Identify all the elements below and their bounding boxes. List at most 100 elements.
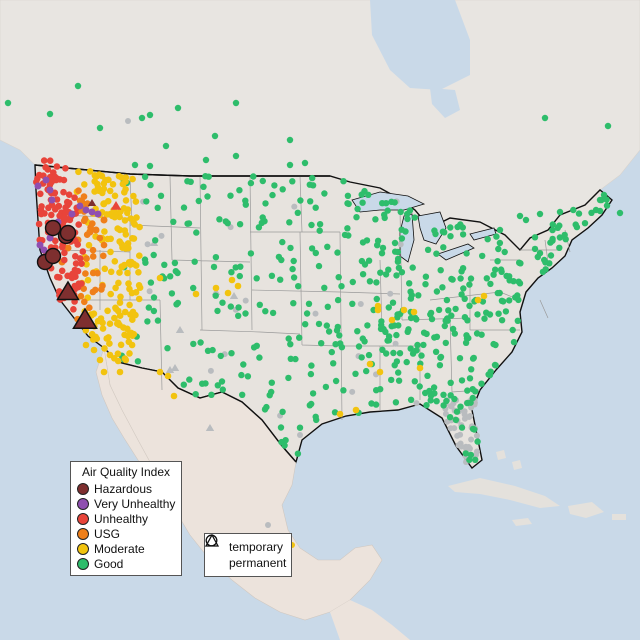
good-monitor xyxy=(282,437,289,444)
moderate-monitor xyxy=(212,284,220,292)
unhealthy-monitor xyxy=(74,283,82,291)
good-monitor xyxy=(398,235,406,242)
grey-monitor xyxy=(457,431,464,438)
good-monitor xyxy=(192,391,199,398)
good-monitor xyxy=(286,161,294,169)
good-monitor xyxy=(472,456,479,463)
grey-monitor xyxy=(387,290,394,297)
usg-monitor xyxy=(99,282,106,290)
moderate-monitor xyxy=(128,289,136,297)
good-monitor xyxy=(390,349,397,357)
good-monitor xyxy=(239,391,246,398)
good-monitor xyxy=(600,191,608,199)
unhealthy-monitor xyxy=(48,211,55,219)
good-monitor xyxy=(502,308,510,315)
good-monitor xyxy=(556,208,564,216)
good-monitor xyxy=(138,114,146,122)
good-monitor xyxy=(404,215,411,223)
moderate-monitor xyxy=(135,295,143,303)
very-unhealthy-monitor xyxy=(76,202,84,210)
good-monitor xyxy=(147,279,155,286)
moderate-monitor xyxy=(156,368,164,376)
good-monitor xyxy=(290,274,298,281)
good-monitor xyxy=(463,250,470,257)
moderate-monitor xyxy=(83,261,90,268)
hazardous-temporary-monitor xyxy=(44,219,62,237)
good-monitor xyxy=(536,210,544,218)
moderate-monitor xyxy=(376,368,384,376)
moderate-monitor xyxy=(352,406,360,414)
usg-monitor xyxy=(89,269,97,277)
grey-monitor xyxy=(397,241,404,248)
good-monitor xyxy=(420,341,427,349)
unhealthy-monitor xyxy=(56,274,63,281)
usg-monitor xyxy=(89,246,97,254)
unhealthy-monitor xyxy=(58,267,66,275)
good-monitor xyxy=(141,173,149,180)
moderate-monitor xyxy=(136,223,143,231)
good-monitor xyxy=(403,358,410,366)
good-monitor xyxy=(458,291,465,298)
moderate-monitor xyxy=(100,368,108,376)
good-monitor xyxy=(334,249,341,256)
good-monitor xyxy=(154,317,162,324)
good-monitor xyxy=(144,318,151,325)
very-unhealthy-monitor xyxy=(42,176,50,184)
moderate-monitor xyxy=(111,213,119,221)
good-monitor xyxy=(393,331,400,339)
moderate-monitor xyxy=(114,357,122,365)
good-monitor xyxy=(157,192,165,199)
lake-erie xyxy=(437,243,475,261)
grey-monitor xyxy=(349,388,356,395)
good-monitor xyxy=(495,310,502,317)
moderate-monitor xyxy=(116,238,123,245)
good-monitor xyxy=(490,340,497,348)
good-monitor xyxy=(500,298,507,305)
good-monitor xyxy=(195,197,202,205)
moderate-monitor xyxy=(120,324,127,331)
good-monitor xyxy=(235,312,242,319)
good-monitor xyxy=(509,326,516,334)
moderate-monitor xyxy=(135,269,142,276)
good-monitor xyxy=(340,178,347,185)
good-monitor xyxy=(227,192,234,199)
moderate-monitor xyxy=(132,198,140,205)
legend-item-moderate: Moderate xyxy=(71,541,181,556)
usg-monitor xyxy=(75,187,82,194)
unhealthy-monitor xyxy=(54,203,62,210)
very-unhealthy-monitor xyxy=(36,241,44,249)
grey-permanent-monitor xyxy=(165,366,175,373)
good-monitor xyxy=(323,322,330,329)
good-monitor xyxy=(439,284,446,291)
good-monitor xyxy=(422,273,430,280)
moderate-monitor xyxy=(111,258,119,265)
unhealthy-monitor xyxy=(62,209,70,216)
good-monitor xyxy=(479,298,487,305)
grey-permanent-monitor xyxy=(205,424,215,431)
good-monitor xyxy=(487,368,494,375)
hazardous-monitors-layer xyxy=(36,199,122,329)
good-monitor xyxy=(211,132,219,140)
good-monitor xyxy=(332,377,340,385)
good-monitor xyxy=(247,179,255,187)
good-monitor xyxy=(218,378,226,385)
good-monitor xyxy=(423,402,430,409)
good-monitor xyxy=(447,224,454,231)
good-monitor xyxy=(250,173,257,180)
moderate-monitor xyxy=(129,175,136,183)
moderate-monitor xyxy=(96,356,104,364)
good-monitor xyxy=(286,136,294,144)
moderate-monitor xyxy=(116,312,124,320)
usg-monitor xyxy=(100,252,107,260)
moderate-monitor xyxy=(126,301,133,309)
moderate-monitor xyxy=(114,350,122,358)
unhealthy-monitor xyxy=(37,190,44,198)
unhealthy-monitor xyxy=(56,212,63,220)
good-monitor xyxy=(406,207,414,214)
good-monitor xyxy=(397,208,404,216)
good-monitor xyxy=(359,199,366,206)
good-monitor xyxy=(227,303,234,310)
good-monitor xyxy=(442,339,449,347)
